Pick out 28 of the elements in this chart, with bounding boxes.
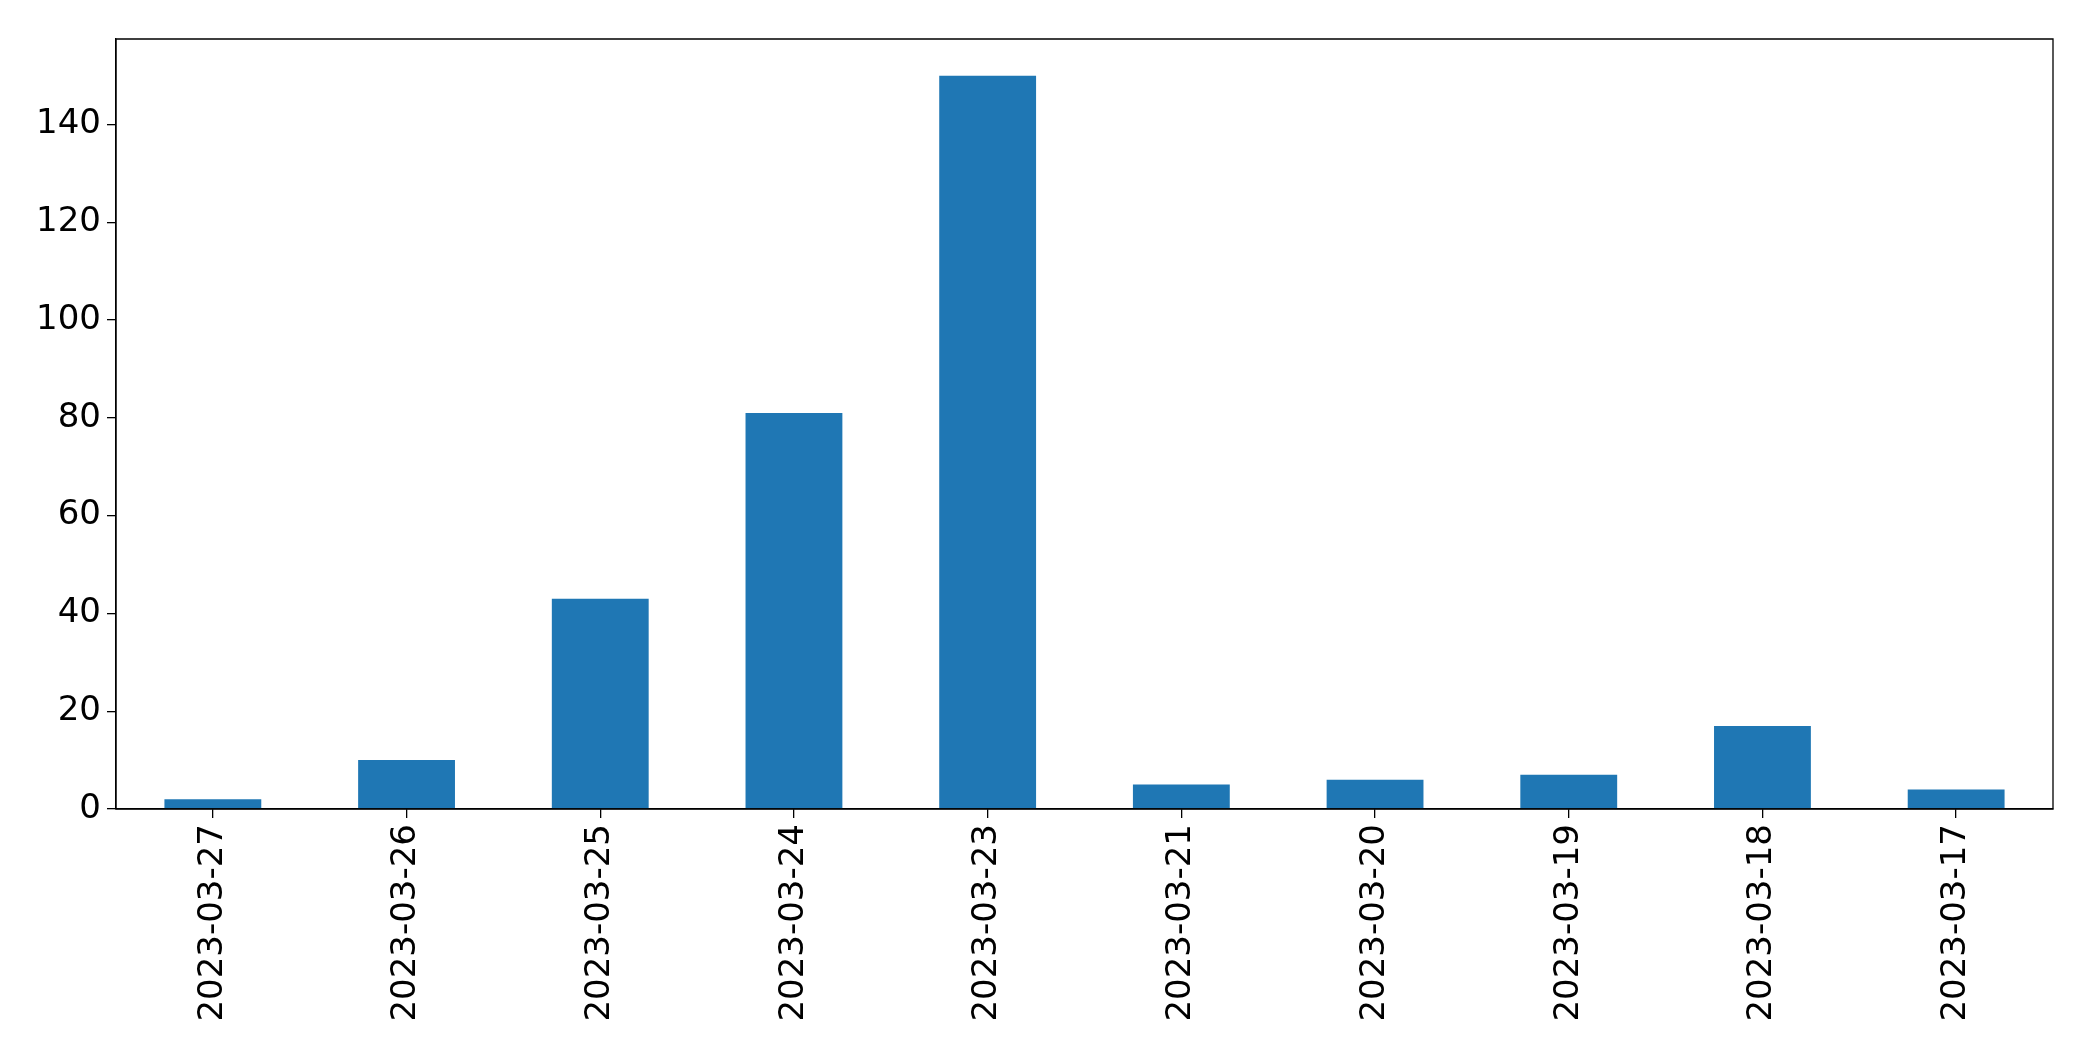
x-tick-label: 2023-03-27: [189, 824, 230, 1022]
y-tick-label: 20: [57, 688, 101, 729]
x-tick-label: 2023-03-18: [1739, 824, 1780, 1022]
bar: [164, 799, 262, 809]
y-tick-label: 120: [36, 199, 101, 240]
bar: [1520, 774, 1618, 809]
bar: [939, 75, 1037, 809]
x-tick-label: 2023-03-19: [1545, 824, 1586, 1022]
y-tick-label: 0: [79, 785, 101, 826]
bar: [1132, 784, 1230, 809]
bar: [358, 760, 455, 809]
bar: [551, 598, 649, 809]
bar: [1326, 779, 1424, 809]
bar: [745, 413, 843, 809]
y-tick-label: 60: [57, 492, 101, 533]
x-tick-label: 2023-03-24: [770, 824, 811, 1022]
x-tick-label: 2023-03-23: [964, 824, 1005, 1022]
x-tick-label: 2023-03-25: [577, 824, 618, 1022]
x-tick-label: 2023-03-20: [1351, 824, 1392, 1022]
x-tick-label: 2023-03-21: [1158, 824, 1199, 1022]
y-tick-label: 140: [36, 101, 101, 142]
y-tick-label: 80: [57, 394, 101, 435]
x-tick-label: 2023-03-17: [1932, 824, 1973, 1022]
y-tick-label: 40: [57, 590, 101, 631]
bar: [1907, 789, 2005, 809]
y-tick-label: 100: [36, 296, 101, 337]
bar: [1714, 725, 1811, 809]
x-tick-label: 2023-03-26: [383, 824, 424, 1022]
